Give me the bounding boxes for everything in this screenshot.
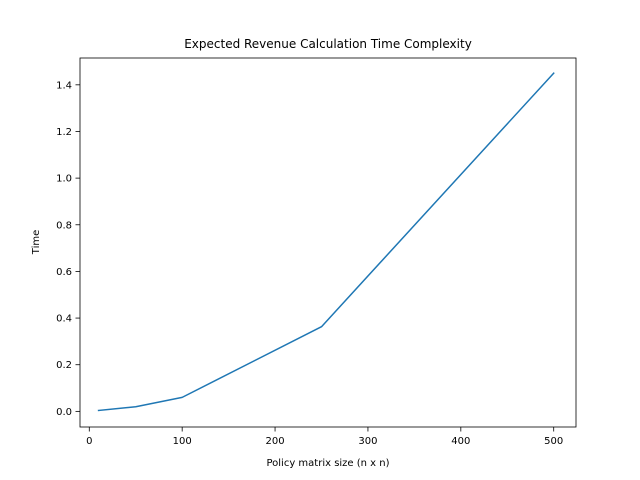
x-tick-label-0: 0: [86, 436, 92, 447]
x-tick-label-300: 300: [358, 436, 377, 447]
x-axis-label: Policy matrix size (n x n): [266, 458, 389, 469]
x-tick-label-200: 200: [266, 436, 285, 447]
y-tick-label-0: 0.0: [56, 407, 72, 418]
y-tick-label-3: 0.6: [56, 267, 72, 278]
y-axis-label: Time: [31, 230, 42, 255]
x-tick-label-100: 100: [173, 436, 192, 447]
y-tick-label-2: 0.4: [56, 314, 72, 325]
x-tick-label-500: 500: [544, 436, 563, 447]
plot-area: 0 100 200 300 400 500 0.0 0.2 0.4 0.6 0.8 1.0 1.2 1.4: [56, 57, 577, 447]
chart-title: Expected Revenue Calculation Time Comple…: [184, 37, 472, 51]
y-tick-label-7: 1.4: [56, 80, 72, 91]
series-line-0: [97, 72, 555, 412]
axes-frame: [79, 57, 577, 428]
y-tick-label-1: 0.2: [56, 360, 72, 371]
x-tick-label-400: 400: [451, 436, 470, 447]
y-tick-label-4: 0.8: [56, 220, 72, 231]
y-tick-label-6: 1.2: [56, 127, 72, 138]
y-tick-label-5: 1.0: [56, 174, 72, 185]
